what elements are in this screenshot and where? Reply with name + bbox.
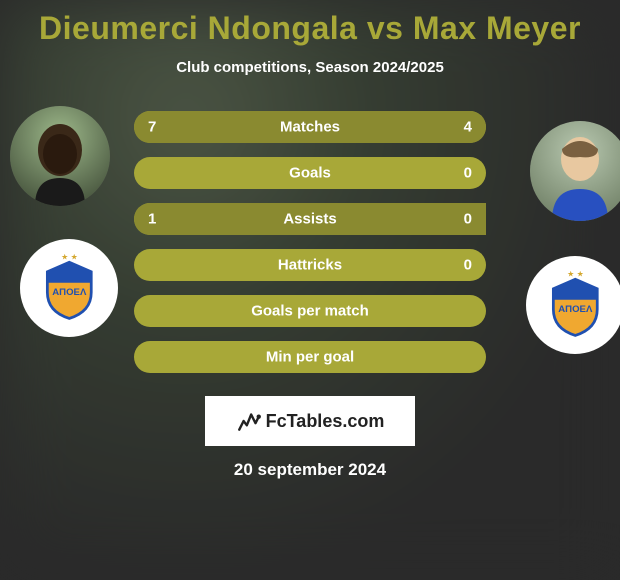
- stat-bars: Matches74Goals0Assists10Hattricks0Goals …: [134, 111, 486, 373]
- svg-text:★: ★: [567, 271, 574, 278]
- svg-text:★: ★: [70, 254, 77, 261]
- stat-value-right: 0: [464, 165, 472, 182]
- stat-label: Min per goal: [134, 349, 486, 366]
- stat-row: Assists1 0: [134, 203, 486, 235]
- player-right-club-badge: ΑΠΟΕΛ ★ ★: [526, 256, 620, 354]
- page-title: Dieumerci Ndongala vs Max Meyer: [0, 0, 620, 47]
- svg-text:★: ★: [576, 271, 583, 278]
- stat-row: Goals0: [134, 157, 486, 189]
- stats-area: ΑΠΟΕΛ ★ ★ ΑΠΟΕΛ ★ ★ Matches74Goals0Assis…: [0, 111, 620, 391]
- stat-label: Hattricks: [134, 257, 486, 274]
- site-badge: FcTables.com: [205, 396, 415, 446]
- stat-row: Goals per match: [134, 295, 486, 327]
- stat-value-left: 7: [148, 119, 156, 136]
- svg-text:ΑΠΟΕΛ: ΑΠΟΕΛ: [52, 287, 87, 298]
- player-left-avatar: [10, 106, 110, 206]
- svg-text:ΑΠΟΕΛ: ΑΠΟΕΛ: [558, 304, 593, 315]
- fctables-logo-icon: [236, 408, 262, 434]
- stat-value-right: 0: [464, 211, 472, 228]
- page-subtitle: Club competitions, Season 2024/2025: [0, 59, 620, 76]
- player-right-avatar: [530, 121, 620, 221]
- stat-value-left: 1: [148, 211, 156, 228]
- stat-label: Assists: [134, 211, 486, 228]
- stat-label: Goals: [134, 165, 486, 182]
- site-name: FcTables.com: [266, 411, 385, 432]
- stat-label: Goals per match: [134, 303, 486, 320]
- player-left-club-badge: ΑΠΟΕΛ ★ ★: [20, 239, 118, 337]
- svg-text:★: ★: [61, 254, 68, 261]
- stat-row: Min per goal: [134, 341, 486, 373]
- stat-value-right: 4: [464, 119, 472, 136]
- stat-label: Matches: [134, 119, 486, 136]
- stat-row: Matches7 4: [134, 111, 486, 143]
- stat-value-right: 0: [464, 257, 472, 274]
- footer-date: 20 september 2024: [0, 460, 620, 480]
- stat-row: Hattricks0: [134, 249, 486, 281]
